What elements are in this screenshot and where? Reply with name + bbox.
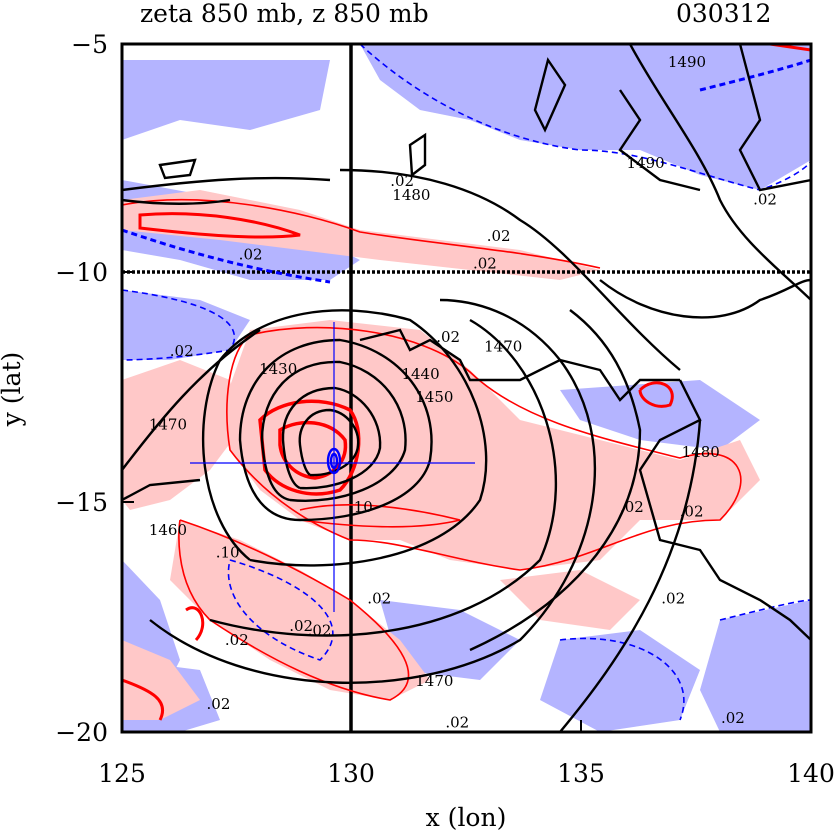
contour-label: 1450: [415, 388, 453, 406]
plot-frame: [120, 42, 813, 734]
contour-label: .02: [436, 328, 460, 346]
contour-label: 1480: [682, 443, 720, 461]
x-axis-label: x (lon): [426, 803, 507, 832]
positive-zeta-shading: [122, 190, 760, 720]
contour-label: 1470: [415, 672, 453, 690]
x-tick-label-135: 135: [557, 759, 605, 788]
y-tick-label-minus5: −5: [71, 30, 108, 59]
contour-label: .02: [487, 227, 511, 245]
y-axis-label: y (lat): [0, 352, 26, 428]
contour-label: .02: [620, 498, 644, 516]
contour-label: .02: [308, 622, 332, 640]
contour-label: .02: [445, 713, 469, 731]
contour-label: .02: [721, 709, 745, 727]
contour-label: 1490: [627, 154, 665, 172]
contour-label: 1470: [484, 337, 522, 355]
contour-label: .02: [473, 255, 497, 273]
axis-ticks: [121, 43, 812, 733]
contour-label: 1490: [668, 53, 706, 71]
contour-label: .10: [349, 498, 373, 516]
y-tick-label-minus20: −20: [55, 718, 108, 747]
contour-label: .02: [207, 695, 231, 713]
contour-label: 1430: [259, 360, 297, 378]
contour-label: .02: [225, 631, 249, 649]
x-tick-label-140: 140: [787, 759, 835, 788]
storm-center-vortex: [326, 447, 342, 475]
chart-title: zeta 850 mb, z 850 mb: [140, 0, 429, 28]
contour-label: .02: [367, 590, 391, 608]
x-tick-label-130: 130: [327, 759, 375, 788]
y-tick-label-minus10: −10: [55, 258, 108, 287]
contour-label: .02: [680, 502, 704, 520]
x-tick-label-125: 125: [98, 759, 146, 788]
contour-label: .02: [390, 172, 414, 190]
contour-label: 1440: [401, 365, 439, 383]
contour-label: .02: [661, 590, 685, 608]
contour-label: .10: [216, 544, 240, 562]
contour-label: 1470: [149, 415, 187, 433]
height-contours: [122, 44, 811, 732]
contour-label: 1480: [392, 186, 430, 204]
chart-date: 030312: [676, 0, 771, 28]
contour-label: .02: [289, 617, 313, 635]
contour-label: .02: [239, 246, 263, 264]
contour-label: .02: [170, 342, 194, 360]
contour-label: 1460: [149, 521, 187, 539]
y-tick-label-minus15: −15: [55, 488, 108, 517]
contour-label: .02: [753, 191, 777, 209]
